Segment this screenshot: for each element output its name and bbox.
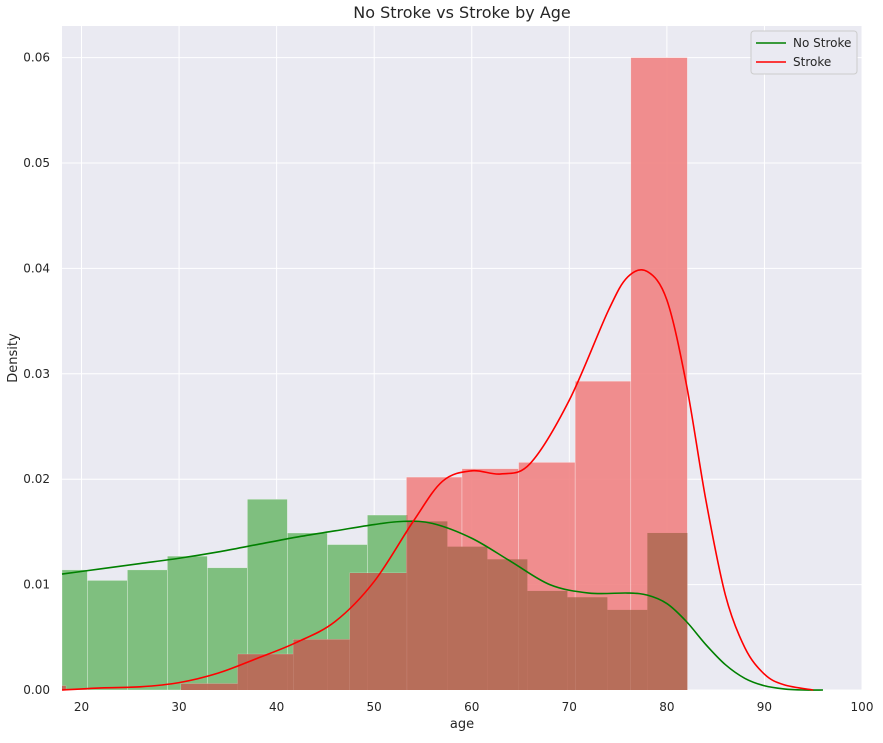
legend-box <box>750 30 858 75</box>
x-tick-label: 100 <box>851 700 874 714</box>
legend-label-no-stroke: No Stroke <box>793 36 851 50</box>
x-tick-label: 60 <box>464 700 479 714</box>
bar-overlap-19 <box>518 559 528 690</box>
bar-overlap-24 <box>630 609 648 690</box>
y-axis-label: Density <box>6 333 21 383</box>
bar-overlap-12 <box>349 573 368 690</box>
bar-overlap-23 <box>607 609 631 690</box>
chart-title: No Stroke vs Stroke by Age <box>353 3 571 22</box>
bar-overlap-9 <box>287 654 294 690</box>
y-tick-label: 0.03 <box>23 367 50 381</box>
bar-overlap-18 <box>487 559 519 690</box>
bar-overlap-15 <box>407 521 448 690</box>
bar-no-stroke-0 <box>61 569 88 691</box>
bar-overlap-10 <box>293 639 328 690</box>
density-line-no-stroke <box>61 520 823 691</box>
x-tick-label: 80 <box>659 700 674 714</box>
x-tick-label: 50 <box>367 700 382 714</box>
bar-overlap-22 <box>575 597 608 690</box>
bar-overlap-16 <box>447 546 462 690</box>
bar-overlap-5 <box>181 683 208 690</box>
x-axis-label: age <box>450 717 474 732</box>
x-tick-label: 40 <box>269 700 284 714</box>
bar-no-stroke-1 <box>87 580 128 691</box>
density-line-stroke <box>61 269 814 691</box>
bar-no-stroke-3 <box>167 555 208 691</box>
bar-overlap-0 <box>62 685 66 690</box>
x-axis-ticks: 20 30 40 50 60 70 80 90 100 <box>74 700 874 714</box>
bar-overlap-20 <box>527 590 568 690</box>
bar-no-stroke-2 <box>127 569 168 691</box>
bar-overlap-6 <box>207 683 238 690</box>
x-tick-label: 20 <box>74 700 89 714</box>
x-tick-label: 70 <box>562 700 577 714</box>
bar-overlap-25 <box>647 532 688 690</box>
bar-overlap-11 <box>327 639 350 690</box>
x-tick-label: 90 <box>757 700 772 714</box>
legend-label-stroke: Stroke <box>793 55 831 69</box>
y-tick-label: 0.04 <box>23 261 50 275</box>
y-tick-label: 0.06 <box>23 51 50 65</box>
bar-overlap-13 <box>367 573 407 690</box>
y-tick-label: 0.05 <box>23 156 50 170</box>
y-tick-label: 0.00 <box>23 683 50 697</box>
bar-overlap-14 <box>406 515 408 690</box>
histogram-bars <box>61 57 688 691</box>
legend: No Stroke Stroke <box>750 30 858 75</box>
bar-overlap-21 <box>567 597 576 690</box>
x-tick-label: 30 <box>171 700 186 714</box>
bar-overlap-17 <box>462 546 488 690</box>
y-tick-label: 0.02 <box>23 472 50 486</box>
bar-overlap-7 <box>237 654 248 690</box>
y-tick-label: 0.01 <box>23 578 50 592</box>
y-axis-ticks: 0.00 0.01 0.02 0.03 0.04 0.05 0.06 <box>23 51 50 697</box>
density-lines <box>61 269 823 691</box>
